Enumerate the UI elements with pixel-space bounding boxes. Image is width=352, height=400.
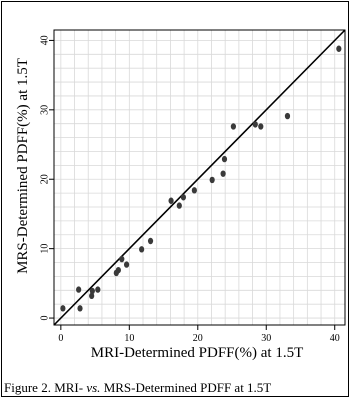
y-tick-label: 0	[39, 316, 50, 321]
data-point	[95, 286, 101, 293]
data-point	[230, 123, 236, 130]
figure-caption: Figure 2. MRI- vs. MRS-Determined PDFF a…	[4, 380, 271, 396]
data-point	[115, 266, 121, 274]
x-axis-label: MRI-Determined PDFF(%) at 1.5T	[91, 345, 303, 361]
caption-prefix: Figure 2. MRI-	[4, 380, 87, 395]
figure-frame	[1, 1, 349, 397]
axis-ticks: 0 10 20 30 40 0 10 20 30 40	[39, 35, 339, 344]
data-point	[89, 287, 95, 295]
data-point	[336, 45, 342, 52]
data-point	[168, 197, 174, 204]
data-point	[284, 112, 291, 120]
data-point	[119, 255, 125, 263]
data-point	[147, 237, 154, 245]
data-point	[60, 305, 66, 312]
x-tick-label: 0	[58, 333, 63, 344]
caption-emphasis: vs.	[86, 380, 101, 395]
data-point	[191, 187, 197, 194]
data-point	[220, 170, 226, 177]
plot-area-border	[53, 29, 346, 326]
data-point	[252, 121, 258, 128]
y-tick-label: 40	[39, 35, 50, 45]
x-tick-label: 10	[124, 333, 134, 344]
data-point	[221, 155, 228, 163]
x-tick-label: 30	[261, 333, 271, 344]
data-point	[176, 202, 182, 209]
data-point	[123, 261, 130, 268]
data-point	[180, 194, 187, 201]
y-tick-label: 10	[39, 244, 50, 254]
y-tick-label: 30	[39, 105, 50, 115]
chart-grid	[54, 30, 345, 325]
data-point	[258, 123, 264, 130]
identity-line	[53, 29, 346, 326]
data-point	[76, 286, 82, 293]
caption-suffix: MRS-Determined PDFF at 1.5T	[100, 380, 272, 395]
x-tick-label: 40	[330, 333, 340, 344]
x-tick-label: 20	[193, 333, 203, 344]
data-point	[77, 305, 83, 312]
data-point	[209, 176, 215, 184]
data-point	[89, 292, 95, 300]
scatter-chart: 0 10 20 30 40 0 10 20 30 40 MRI-Determined PDFF(%…	[15, 29, 346, 361]
data-points	[60, 45, 342, 312]
y-axis-label: MRS-Determined PDFF(%) at 1.5T	[15, 58, 31, 274]
data-point	[139, 246, 145, 253]
y-tick-label: 20	[39, 174, 50, 184]
